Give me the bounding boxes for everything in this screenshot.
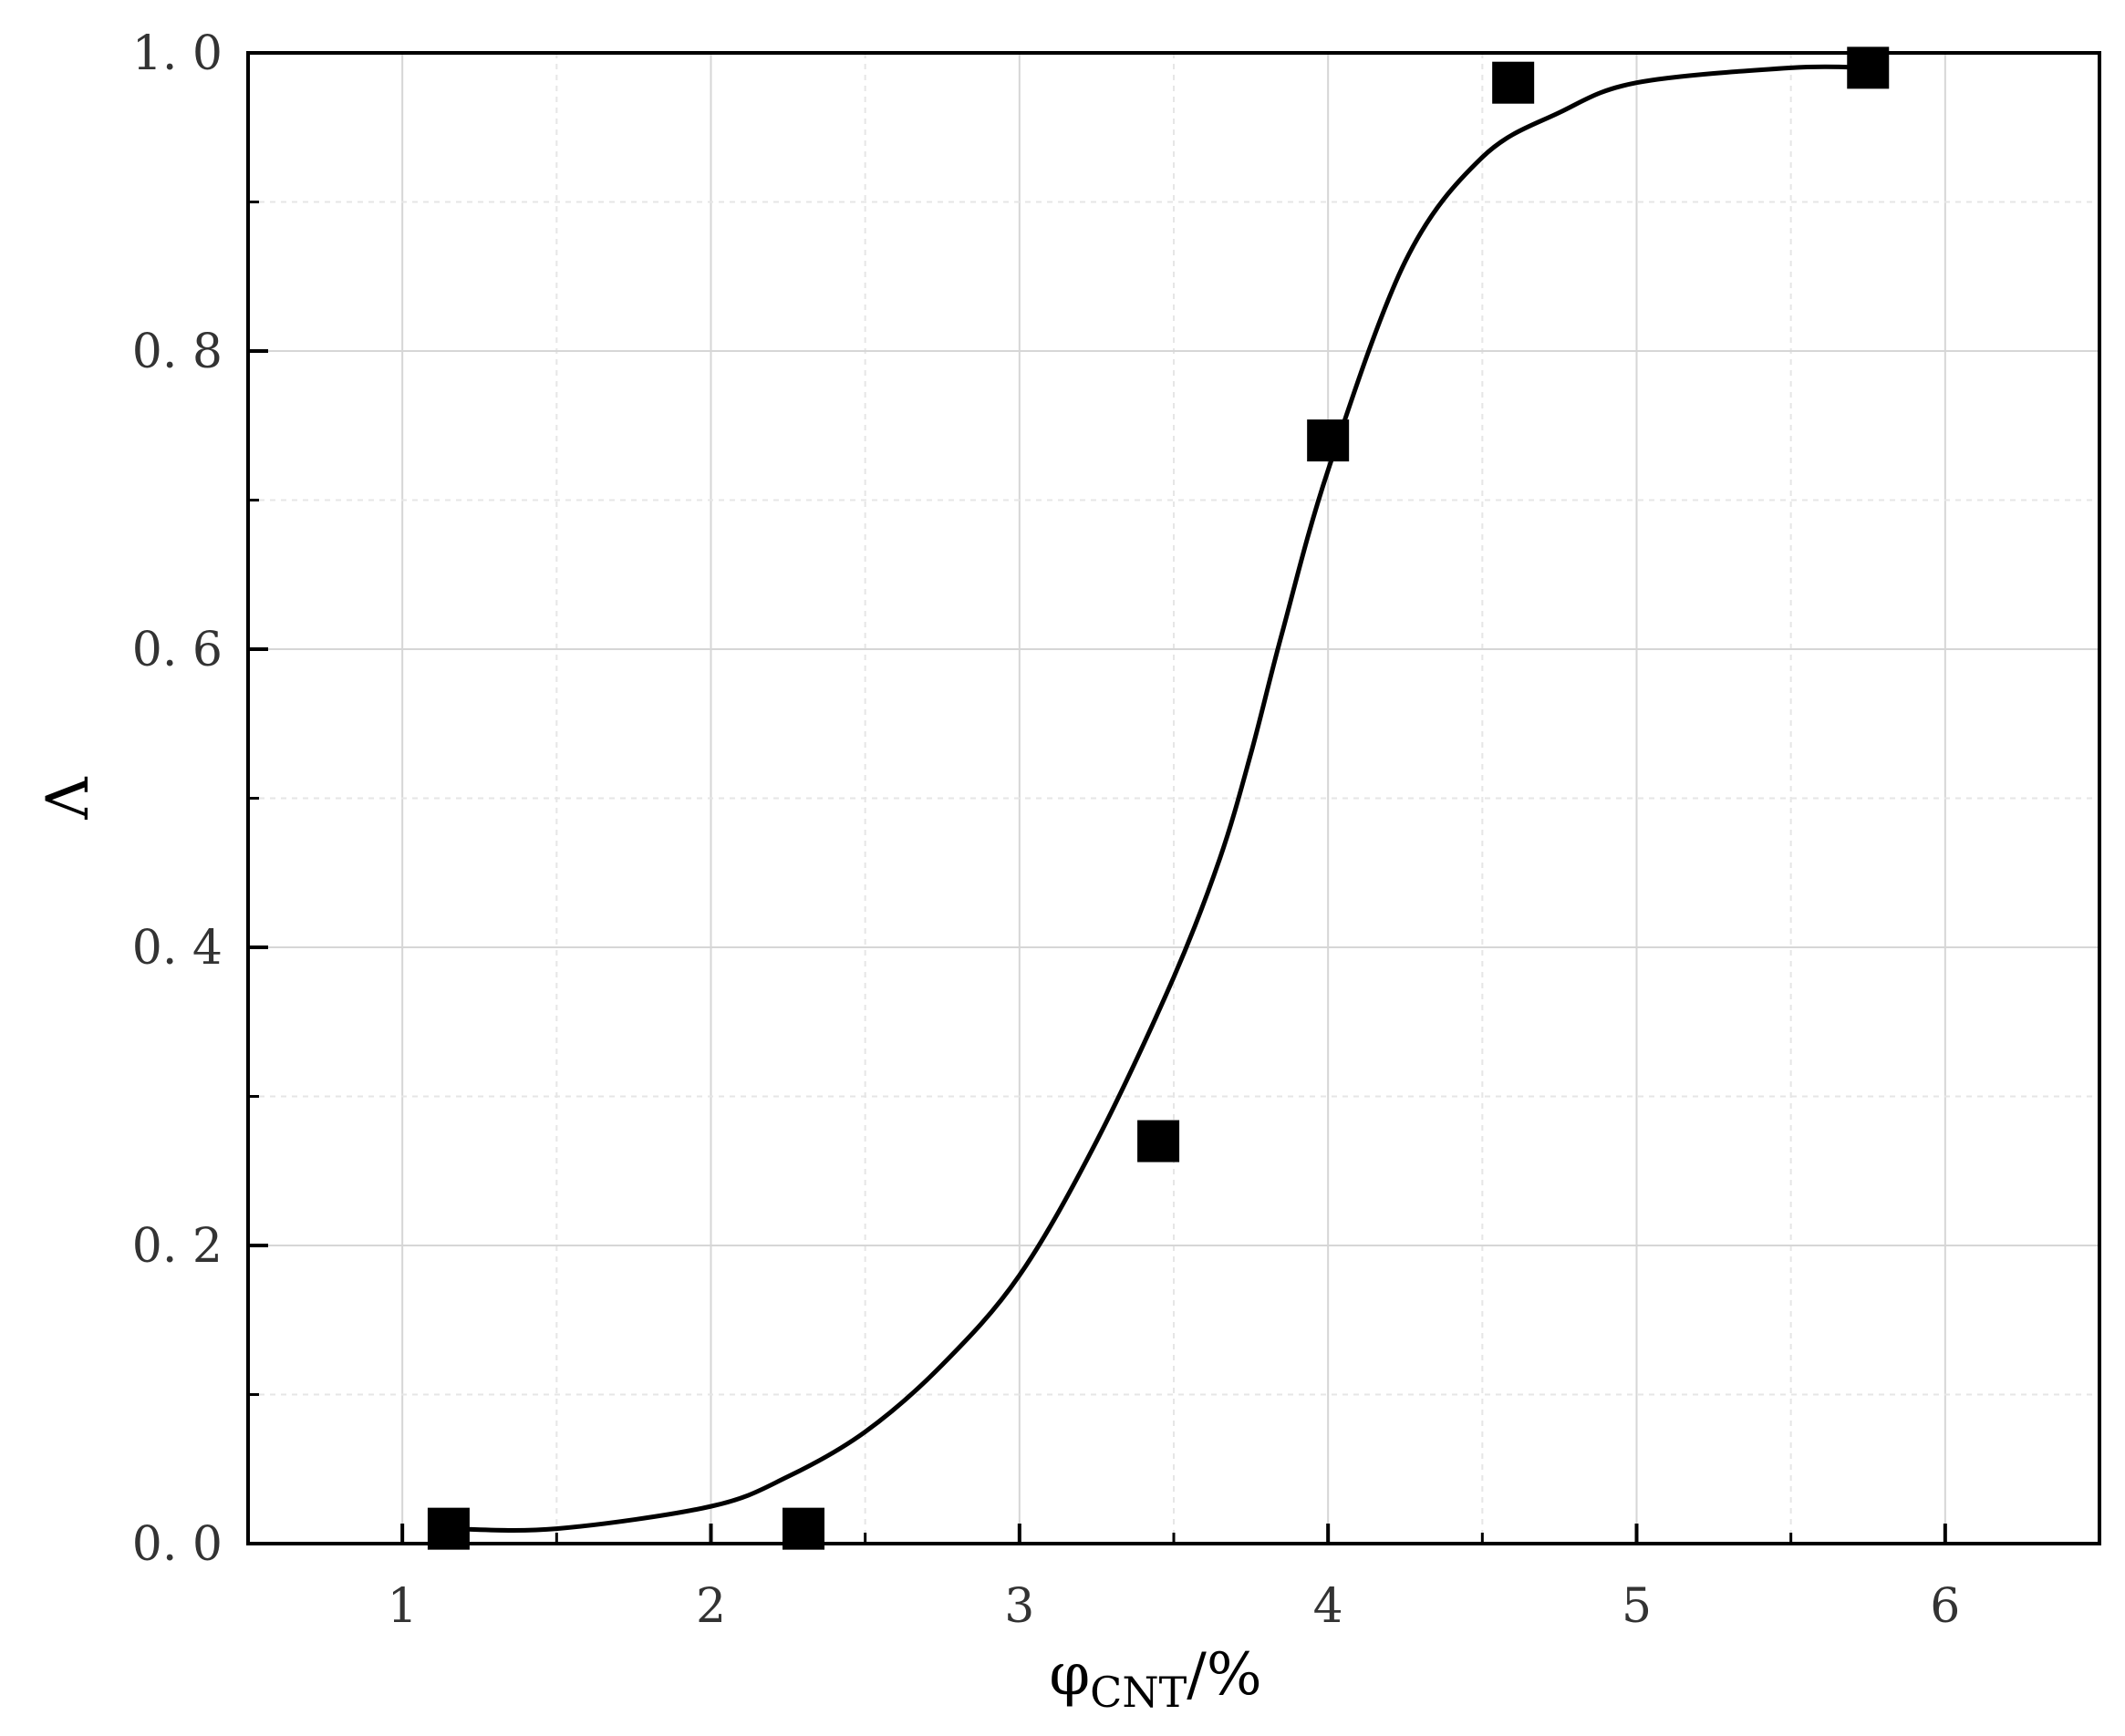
data-points bbox=[427, 46, 1890, 1550]
y-tick-label: 0. 4 bbox=[132, 921, 223, 976]
y-tick-label: 0. 8 bbox=[132, 325, 223, 379]
x-tick-label: 6 bbox=[1930, 1579, 1960, 1634]
grid-lines bbox=[247, 52, 2100, 1545]
x-axis-title-suffix: /% bbox=[1187, 1641, 1261, 1709]
x-axis-title: φCNT/% bbox=[1049, 1641, 1261, 1717]
data-point bbox=[1492, 61, 1535, 104]
x-tick-label: 2 bbox=[696, 1579, 726, 1634]
x-tick-label: 1 bbox=[388, 1579, 418, 1634]
x-axis-title-sub: CNT bbox=[1090, 1668, 1187, 1717]
x-tick-label: 5 bbox=[1622, 1579, 1652, 1634]
y-tick-label: 0. 0 bbox=[132, 1517, 223, 1572]
fit-curve bbox=[448, 64, 1869, 1533]
data-point bbox=[427, 1507, 470, 1550]
y-tick-label: 1. 0 bbox=[132, 26, 223, 81]
y-tick-label: 0. 2 bbox=[132, 1219, 223, 1274]
data-point bbox=[1137, 1120, 1180, 1162]
x-tick-label: 3 bbox=[1004, 1579, 1034, 1634]
x-axis-title-main: φ bbox=[1049, 1641, 1090, 1709]
y-axis-title: Λ bbox=[35, 777, 102, 821]
data-point bbox=[1847, 46, 1890, 89]
y-tick-labels: 0. 0 0. 2 0. 4 0. 6 0. 8 1. 0 bbox=[132, 26, 223, 1572]
x-tick-labels: 1 2 3 4 5 6 bbox=[388, 1579, 1961, 1634]
data-point bbox=[1307, 419, 1350, 462]
data-point bbox=[783, 1507, 824, 1550]
axis-ticks bbox=[246, 51, 2101, 1545]
x-tick-label: 4 bbox=[1313, 1579, 1343, 1634]
y-tick-label: 0. 6 bbox=[132, 623, 223, 677]
